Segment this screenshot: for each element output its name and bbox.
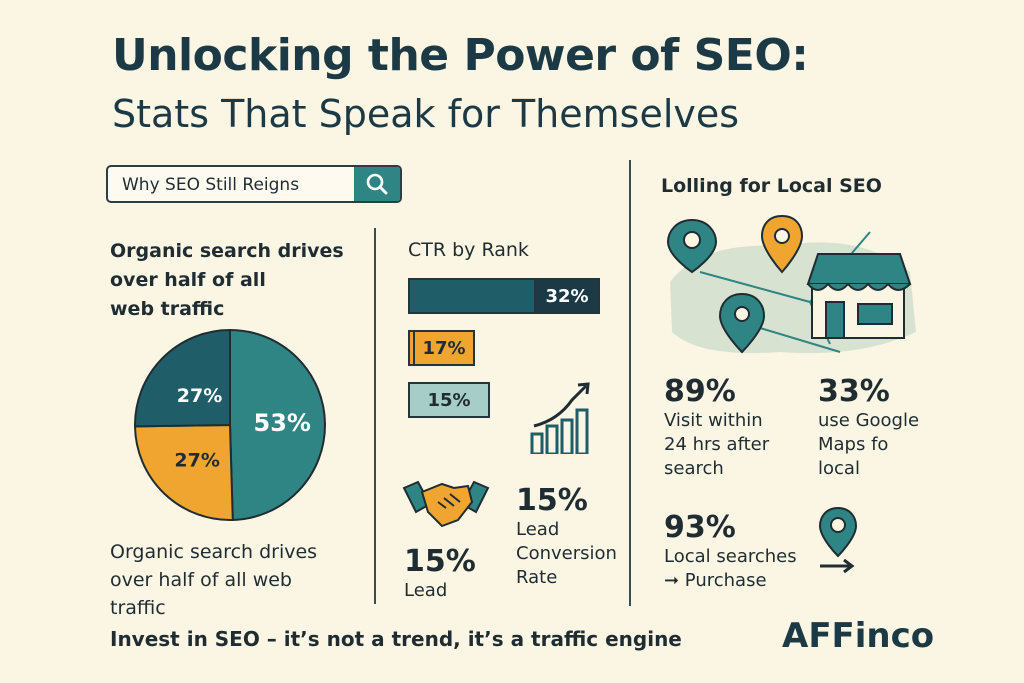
lead-stat-value: 15% [404,544,476,579]
pie-slice-label: 27% [177,385,222,407]
stat-89-line: Visit within [664,410,763,431]
conversion-stat-label-line: Rate [516,567,558,588]
traffic-caption-line: over half of all web [110,569,292,591]
stat-89-line: search [664,458,724,479]
conversion-stat-label-line: Conversion [516,543,617,564]
pin-arrow-icon [818,506,858,574]
stat-93-line: Local searches [664,546,797,567]
ctr-bar: 32% [408,278,600,314]
ctr-bar-label: 15% [427,389,471,411]
search-box[interactable]: Why SEO Still Reigns [106,165,402,203]
traffic-caption: Organic search drives over half of all w… [110,538,317,622]
lead-stat-label: Lead [404,580,448,601]
page-title: Unlocking the Power of SEO: [112,30,809,81]
footer-tagline: Invest in SEO – it’s not a trend, it’s a… [110,627,682,651]
location-pin-icon [760,214,804,274]
lead-stat: 15% Lead [404,544,476,603]
ctr-bar-label: 32% [534,280,598,312]
stat-33: 33% use Google Maps fo local [818,374,919,481]
traffic-caption-line: traffic [110,597,166,619]
stat-33-value: 33% [818,374,890,409]
stat-33-line: local [818,458,860,479]
handshake-icon [402,480,490,528]
divider-left [374,228,376,604]
pie-slice [134,328,231,428]
stat-89-value: 89% [664,374,736,409]
search-label: Why SEO Still Reigns [122,175,300,195]
search-icon [366,173,388,195]
stat-93-value: 93% [664,510,736,545]
ctr-bar: 15% [408,382,490,418]
divider-right [629,160,631,606]
conversion-stat-value: 15% [516,483,588,518]
conversion-stat-label-line: Lead [516,519,560,540]
page-subtitle: Stats That Speak for Themselves [112,92,740,136]
traffic-heading-line: over half of all [110,269,266,291]
ctr-bar: 17% [408,330,475,366]
pie-slice-label: 27% [174,449,219,471]
storefront-icon [806,253,912,339]
traffic-pie-chart: 53% 27% 27% [133,328,326,521]
pie-slice-label: 53% [254,409,311,437]
traffic-heading: Organic search drives over half of all w… [110,237,344,324]
ctr-bar-chart: 32% 17% 15% [408,278,608,422]
brand-logo: AFFinco [782,616,935,656]
traffic-heading-line: Organic search drives [110,240,344,262]
location-pin-icon [718,292,766,354]
ctr-heading: CTR by Rank [408,239,529,261]
stat-33-line: use Google [818,410,920,431]
stat-89: 89% Visit within 24 hrs after search [664,374,769,481]
conversion-stat: 15% Lead Conversion Rate [516,483,617,590]
stat-93: 93% Local searches ➞ Purchase [664,510,797,593]
ctr-bar-label: 17% [413,332,473,364]
stat-93-line: ➞ Purchase [664,570,767,591]
local-seo-heading: Lolling for Local SEO [661,175,882,197]
local-map-illustration [666,214,916,354]
traffic-caption-line: Organic search drives [110,541,318,563]
pie-slice [229,328,326,521]
pie-slice [133,423,234,521]
growth-chart-icon [530,382,590,454]
stat-33-line: Maps fo [818,434,889,455]
search-button[interactable] [354,167,400,201]
location-pin-icon [666,218,718,274]
traffic-heading-line: web traffic [110,298,225,320]
stat-89-line: 24 hrs after [664,434,770,455]
